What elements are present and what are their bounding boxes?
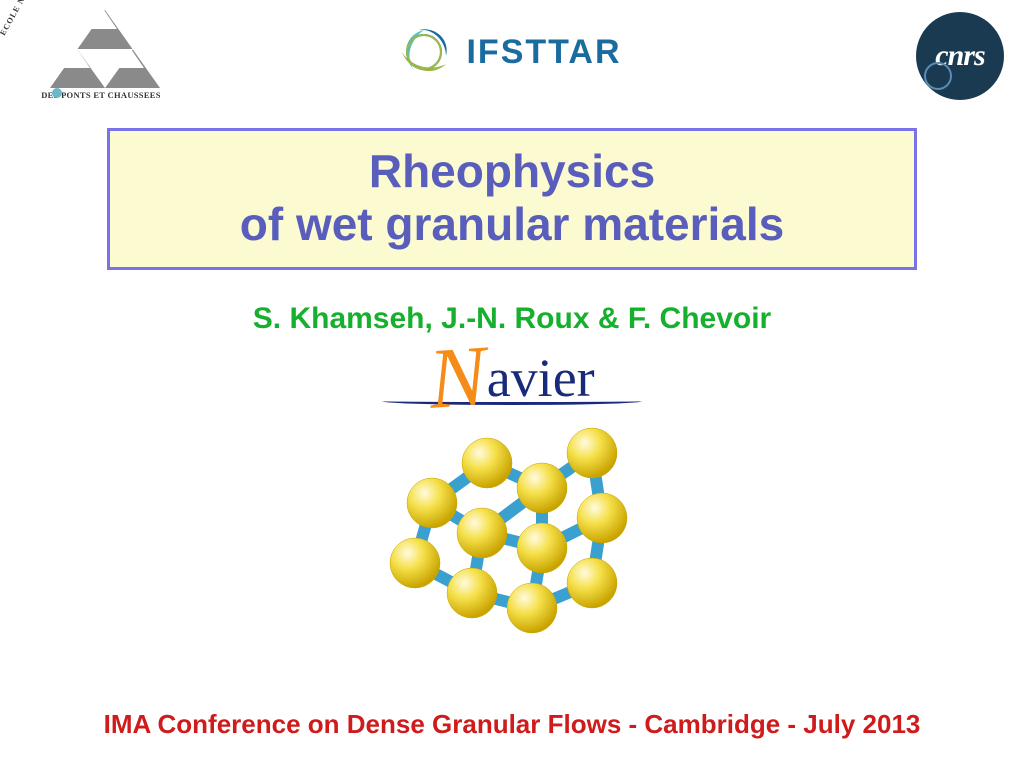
title-box: Rheophysics of wet granular materials <box>107 128 917 270</box>
navier-logo: Navier <box>0 346 1024 405</box>
granular-molecule-diagram <box>377 423 647 638</box>
navier-accent-letter: N <box>428 354 488 401</box>
navier-rest: avier <box>487 348 595 408</box>
authors-line: S. Khamseh, J.-N. Roux & F. Chevoir <box>0 302 1024 336</box>
enpc-triangle-icon <box>50 10 160 88</box>
conference-footer: IMA Conference on Dense Granular Flows -… <box>0 709 1024 740</box>
enpc-logo: ECOLE NATIONALE DES PONTS ET CHAUSSEES <box>0 10 180 110</box>
enpc-side-text: ECOLE NATIONALE <box>0 0 51 37</box>
ifsttar-logo: IFSTTAR <box>394 26 621 78</box>
header-logo-row: ECOLE NATIONALE DES PONTS ET CHAUSSEES I… <box>0 0 1024 110</box>
title-line-2: of wet granular materials <box>120 198 904 251</box>
ifsttar-swirl-icon <box>394 26 454 78</box>
cnrs-ring-icon <box>924 62 952 90</box>
ifsttar-text: IFSTTAR <box>466 33 621 72</box>
title-line-1: Rheophysics <box>120 145 904 198</box>
cnrs-logo: cnrs <box>916 12 1004 100</box>
